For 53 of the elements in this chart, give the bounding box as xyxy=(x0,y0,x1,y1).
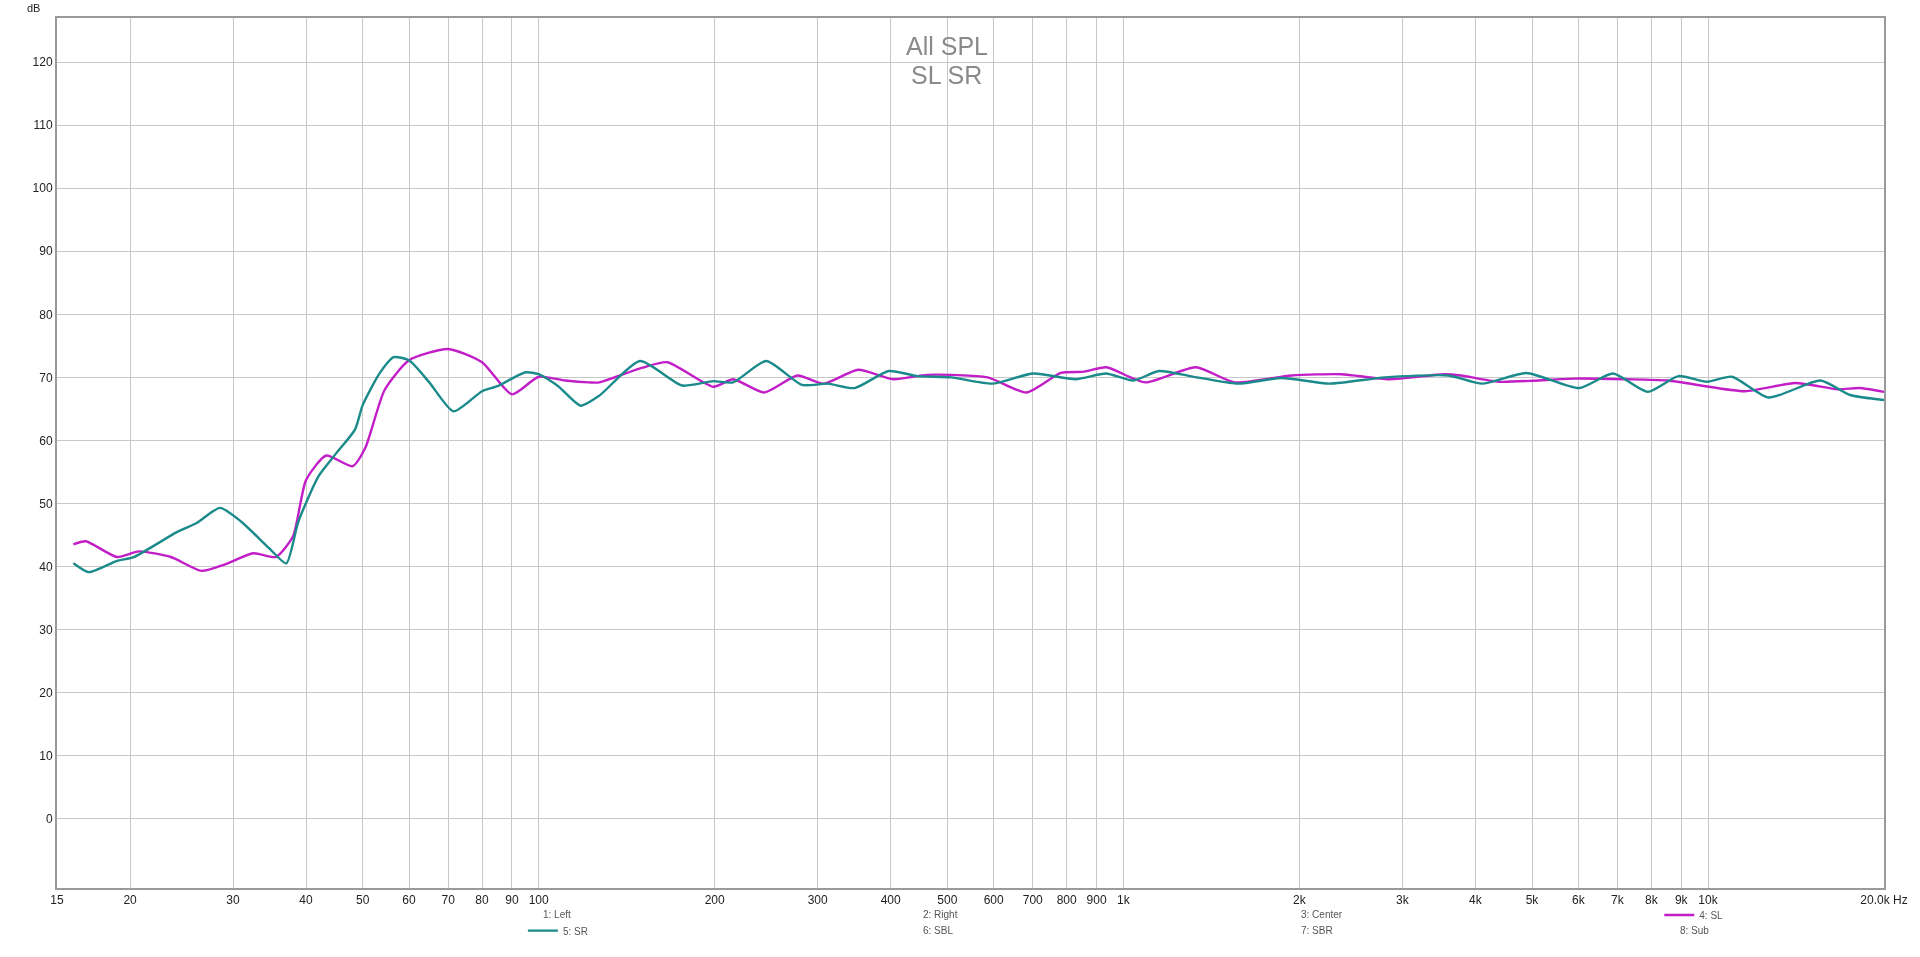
y-tick-label: 90 xyxy=(39,244,53,259)
y-tick-label: 40 xyxy=(39,559,53,574)
y-tick-label: 70 xyxy=(39,370,53,385)
x-tick-label: 100 xyxy=(528,893,550,908)
text: SL SR xyxy=(911,61,983,89)
x-tick-label: 9k xyxy=(1674,893,1689,908)
x-tick-label: 4k xyxy=(1469,893,1483,908)
x-tick-label: 900 xyxy=(1086,893,1107,908)
text: 1: Left xyxy=(543,909,572,920)
y-tick-label: 0 xyxy=(45,811,53,826)
x-tick-label: 60 xyxy=(402,893,416,908)
x-tick-label: 200 xyxy=(704,893,726,908)
text: 8: Sub xyxy=(1680,925,1710,936)
x-tick-label: 3k xyxy=(1395,893,1410,908)
x-tick-label: 6k xyxy=(1571,893,1586,908)
x-tick-label: 700 xyxy=(1022,893,1044,908)
legend-label: 4: SL xyxy=(1699,909,1724,921)
x-tick-label: 300 xyxy=(807,893,828,908)
x-tick-label: 5k xyxy=(1525,893,1540,908)
y-tick-label: 110 xyxy=(33,118,53,133)
x-tick-label: 50 xyxy=(356,893,370,908)
x-tick-label: 90 xyxy=(505,893,519,908)
y-tick-label: 20 xyxy=(39,685,53,700)
x-tick-label: 20.0k Hz xyxy=(1860,893,1908,908)
y-tick-label: 30 xyxy=(39,622,53,637)
x-tick-label: 600 xyxy=(983,893,1004,908)
x-tick-label: 15 xyxy=(50,893,64,908)
x-tick-label: 10k xyxy=(1698,893,1719,908)
x-tick-label: 400 xyxy=(880,893,902,908)
x-tick-label: 20 xyxy=(123,893,138,908)
x-tick-label: 80 xyxy=(475,893,490,908)
y-tick-label: 10 xyxy=(39,748,53,763)
y-tick-label: 60 xyxy=(39,433,53,448)
y-tick-label: 120 xyxy=(32,55,53,70)
x-tick-label: 2k xyxy=(1293,893,1307,908)
x-tick-label: 7k xyxy=(1611,893,1625,908)
x-tick-label: 70 xyxy=(441,893,456,908)
x-tick-label: 30 xyxy=(226,893,240,908)
y-tick-label: 50 xyxy=(39,496,53,511)
text: 2: Right xyxy=(923,909,958,920)
x-tick-label: 500 xyxy=(937,893,958,908)
y-axis-title: dB xyxy=(27,2,41,14)
text: 7: SBR xyxy=(1301,925,1333,936)
text: All SPL xyxy=(906,32,989,60)
x-tick-label: 1k xyxy=(1117,893,1131,908)
x-tick-label: 40 xyxy=(299,893,314,908)
x-tick-label: 800 xyxy=(1056,893,1078,908)
text: 6: SBL xyxy=(923,925,954,936)
text: 3: Center xyxy=(1301,909,1343,920)
y-tick-label: 100 xyxy=(32,181,53,196)
y-tick-label: 80 xyxy=(39,307,53,322)
legend-label: 5: SR xyxy=(562,925,588,937)
x-tick-label: 8k xyxy=(1645,893,1659,908)
